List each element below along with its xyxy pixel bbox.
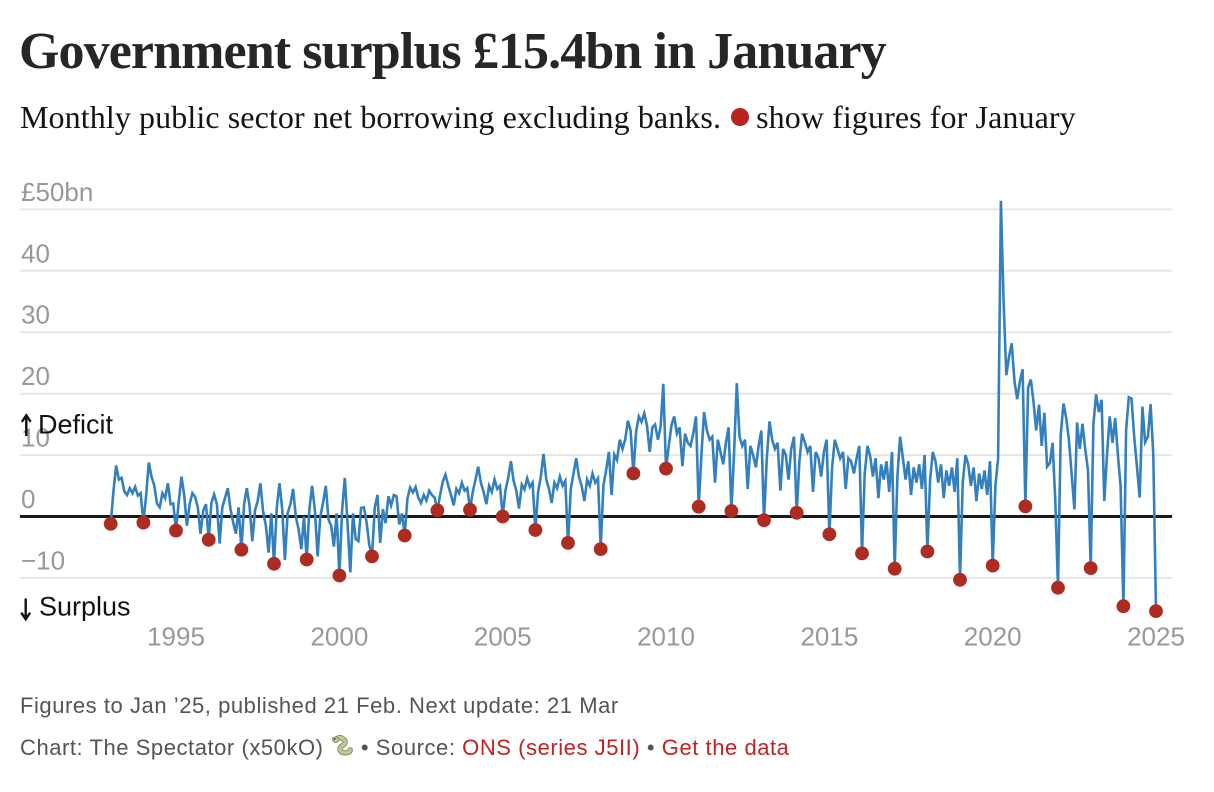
svg-text:Surplus: Surplus bbox=[39, 592, 131, 622]
svg-text:1995: 1995 bbox=[147, 622, 205, 652]
svg-text:2020: 2020 bbox=[964, 622, 1022, 652]
svg-text:2025: 2025 bbox=[1127, 622, 1185, 652]
svg-text:£50bn: £50bn bbox=[21, 177, 93, 207]
svg-text:0: 0 bbox=[21, 484, 35, 514]
svg-text:Deficit: Deficit bbox=[38, 410, 114, 440]
svg-text:20: 20 bbox=[21, 361, 50, 391]
svg-text:2005: 2005 bbox=[474, 622, 532, 652]
svg-text:30: 30 bbox=[21, 300, 50, 330]
svg-text:2000: 2000 bbox=[310, 622, 368, 652]
svg-text:2010: 2010 bbox=[637, 622, 695, 652]
svg-text:2015: 2015 bbox=[800, 622, 858, 652]
svg-text:40: 40 bbox=[21, 238, 50, 268]
svg-text:−10: −10 bbox=[21, 545, 65, 575]
